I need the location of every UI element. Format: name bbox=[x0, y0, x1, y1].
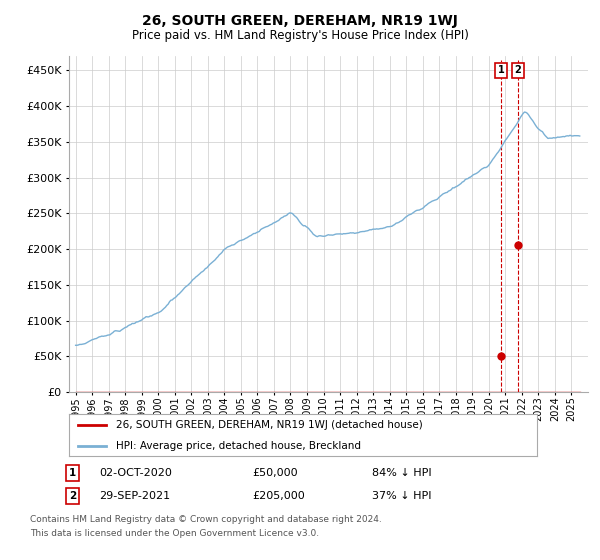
Text: Price paid vs. HM Land Registry's House Price Index (HPI): Price paid vs. HM Land Registry's House … bbox=[131, 29, 469, 42]
Text: 26, SOUTH GREEN, DEREHAM, NR19 1WJ: 26, SOUTH GREEN, DEREHAM, NR19 1WJ bbox=[142, 14, 458, 28]
Text: 2: 2 bbox=[514, 66, 521, 75]
Text: Contains HM Land Registry data © Crown copyright and database right 2024.: Contains HM Land Registry data © Crown c… bbox=[30, 515, 382, 524]
Text: This data is licensed under the Open Government Licence v3.0.: This data is licensed under the Open Gov… bbox=[30, 529, 319, 538]
Text: 37% ↓ HPI: 37% ↓ HPI bbox=[372, 491, 431, 501]
Text: 26, SOUTH GREEN, DEREHAM, NR19 1WJ (detached house): 26, SOUTH GREEN, DEREHAM, NR19 1WJ (deta… bbox=[116, 420, 422, 430]
Text: 2: 2 bbox=[69, 491, 76, 501]
Text: 02-OCT-2020: 02-OCT-2020 bbox=[99, 468, 172, 478]
Text: HPI: Average price, detached house, Breckland: HPI: Average price, detached house, Brec… bbox=[116, 441, 361, 451]
Text: 29-SEP-2021: 29-SEP-2021 bbox=[99, 491, 170, 501]
Text: 1: 1 bbox=[498, 66, 505, 75]
Text: £205,000: £205,000 bbox=[252, 491, 305, 501]
Text: 84% ↓ HPI: 84% ↓ HPI bbox=[372, 468, 431, 478]
Text: £50,000: £50,000 bbox=[252, 468, 298, 478]
Text: 1: 1 bbox=[69, 468, 76, 478]
